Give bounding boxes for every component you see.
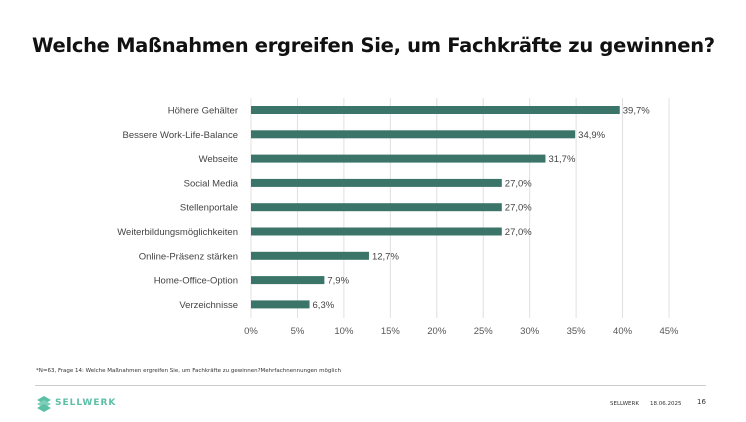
bar [251, 300, 310, 309]
category-label: Stellenportale [180, 203, 238, 214]
x-tick-label: 45% [659, 326, 679, 337]
category-label: Online-Präsenz stärken [139, 251, 238, 262]
category-label: Weiterbildungsmöglichkeiten [117, 227, 238, 238]
category-label: Social Media [184, 178, 239, 189]
bar [251, 276, 325, 285]
data-label: 39,7% [623, 106, 650, 117]
category-label: Webseite [199, 154, 238, 165]
x-tick-label: 20% [427, 326, 447, 337]
data-label: 27,0% [505, 227, 532, 238]
slide-title: Welche Maßnahmen ergreifen Sie, um Fachk… [32, 34, 715, 57]
x-tick-label: 30% [520, 326, 540, 337]
data-label: 34,9% [578, 130, 605, 141]
footer-date: 18.06.2025 [650, 401, 682, 407]
category-label: Höhere Gehälter [168, 106, 238, 117]
data-label: 6,3% [313, 300, 335, 311]
category-label: Bessere Work-Life-Balance [123, 130, 238, 141]
bar [251, 106, 620, 114]
footer-company: SELLWERK [610, 401, 639, 407]
x-tick-label: 10% [334, 326, 354, 337]
data-label: 7,9% [327, 276, 349, 287]
bar-chart: 0% 5% 10% 15% 20% 25% 30% 35% 40% 45% Höhere Gehäl… [117, 98, 679, 337]
x-tick-label: 25% [474, 326, 494, 337]
bar [251, 178, 502, 187]
x-tick-label: 40% [613, 326, 633, 337]
data-label: 12,7% [372, 251, 399, 262]
category-label: Verzeichnisse [179, 300, 238, 311]
footnote: *N=63, Frage 14: Welche Maßnahmen ergrei… [36, 368, 341, 374]
footer-divider [35, 385, 706, 386]
bar [251, 227, 502, 236]
bar [251, 130, 576, 139]
bar [251, 154, 546, 163]
x-tick-label: 0% [244, 326, 258, 337]
data-label: 27,0% [505, 178, 532, 189]
data-label: 31,7% [548, 154, 575, 165]
x-tick-label: 35% [567, 326, 587, 337]
bar [251, 251, 369, 260]
page-number: 16 [697, 398, 706, 406]
category-label: Home-Office-Option [154, 276, 238, 287]
logo-text: SELLWERK [55, 398, 117, 408]
data-label: 27,0% [505, 203, 532, 214]
x-tick-label: 15% [381, 326, 401, 337]
x-tick-label: 5% [291, 326, 305, 337]
sellwerk-logo-icon [37, 396, 51, 412]
bar [251, 203, 502, 212]
